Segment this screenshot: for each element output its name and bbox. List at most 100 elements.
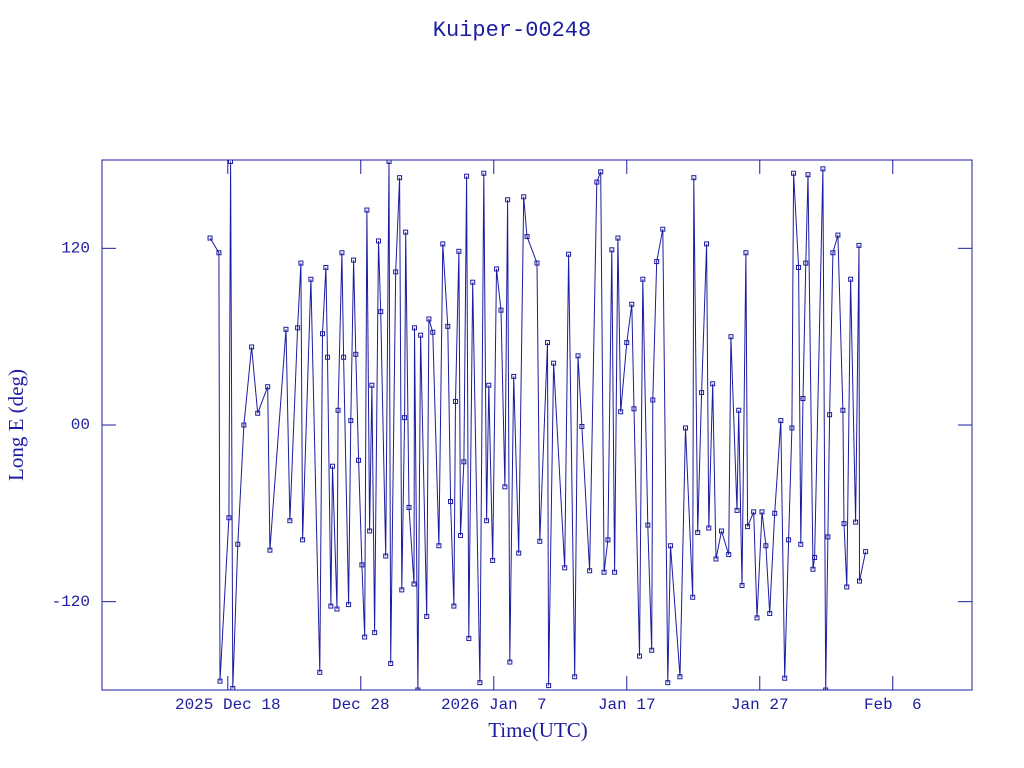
data-point xyxy=(402,415,408,421)
data-point xyxy=(857,578,863,584)
data-point xyxy=(798,541,804,547)
data-point xyxy=(461,459,467,465)
chart-title: Kuiper-00248 xyxy=(433,18,591,43)
data-point xyxy=(393,269,399,275)
data-point xyxy=(665,680,671,686)
data-point xyxy=(430,329,436,335)
data-point xyxy=(477,680,483,686)
data-point xyxy=(789,425,795,431)
data-point xyxy=(690,594,696,600)
data-point xyxy=(464,173,470,179)
data-point xyxy=(424,613,430,619)
data-point xyxy=(605,537,611,543)
data-point xyxy=(383,553,389,559)
data-point xyxy=(249,344,255,350)
data-point xyxy=(683,425,689,431)
data-point xyxy=(660,226,666,232)
data-point xyxy=(481,170,487,176)
data-point xyxy=(695,529,701,535)
data-point xyxy=(728,334,734,340)
data-point xyxy=(820,166,826,172)
data-point xyxy=(397,175,403,181)
data-point xyxy=(745,524,751,530)
data-point xyxy=(640,276,646,282)
data-point xyxy=(207,235,213,241)
data-point xyxy=(631,406,637,412)
data-point xyxy=(498,307,504,313)
data-point xyxy=(763,543,769,549)
data-point xyxy=(372,630,378,636)
data-point xyxy=(840,407,846,413)
data-point xyxy=(399,587,405,593)
data-point xyxy=(726,552,732,558)
data-point xyxy=(713,556,719,562)
data-point xyxy=(494,266,500,272)
data-point xyxy=(470,279,476,285)
data-point xyxy=(637,653,643,659)
data-point xyxy=(835,232,841,238)
data-point xyxy=(524,234,530,240)
data-point xyxy=(235,541,241,547)
data-point xyxy=(216,250,222,256)
y-tick-label: 00 xyxy=(71,416,90,434)
data-point xyxy=(710,381,716,387)
data-point xyxy=(629,301,635,307)
data-point xyxy=(853,519,859,525)
data-point xyxy=(403,229,409,235)
data-point xyxy=(615,235,621,241)
data-point xyxy=(754,615,760,621)
data-point xyxy=(323,264,329,270)
data-point xyxy=(751,509,757,515)
data-point xyxy=(856,242,862,248)
x-tick-label: Jan 17 xyxy=(598,696,656,714)
data-point xyxy=(546,683,552,689)
data-point xyxy=(369,382,375,388)
data-point xyxy=(367,528,373,534)
data-point xyxy=(388,661,394,666)
data-point xyxy=(649,647,655,653)
data-point xyxy=(298,260,304,266)
data-point xyxy=(412,325,418,331)
data-point xyxy=(335,407,341,413)
x-axis-label: Time(UTC) xyxy=(488,718,588,742)
data-point xyxy=(566,251,572,257)
data-point xyxy=(786,537,792,543)
data-point xyxy=(545,340,551,346)
data-point xyxy=(810,566,816,572)
data-point xyxy=(451,603,457,609)
data-point xyxy=(511,373,517,379)
data-point xyxy=(445,323,451,329)
data-point xyxy=(458,532,464,538)
data-point xyxy=(521,194,527,200)
data-point xyxy=(505,197,511,203)
data-point xyxy=(601,569,607,575)
data-point xyxy=(743,250,749,256)
data-point xyxy=(551,360,557,366)
data-point xyxy=(328,603,334,609)
data-point xyxy=(624,340,630,346)
data-point xyxy=(516,550,522,556)
data-point xyxy=(767,610,773,616)
data-point xyxy=(351,257,357,263)
x-tick-label: 2026 Jan 7 xyxy=(441,696,547,714)
data-point xyxy=(587,568,593,574)
data-point xyxy=(466,635,472,641)
y-axis-label: Long E (deg) xyxy=(4,369,28,481)
data-point xyxy=(609,247,615,253)
x-tick-label: 2025 Dec 18 xyxy=(175,696,281,714)
data-point xyxy=(782,675,788,681)
data-point xyxy=(453,398,459,404)
data-point xyxy=(537,538,543,544)
data-point xyxy=(823,687,829,690)
data-point xyxy=(706,525,712,531)
data-point xyxy=(612,569,618,575)
data-point xyxy=(699,390,705,396)
data-point xyxy=(830,250,836,256)
y-tick-label: 120 xyxy=(61,240,90,258)
data-point xyxy=(863,549,869,555)
data-point xyxy=(426,316,432,322)
data-point xyxy=(704,241,710,247)
data-point xyxy=(841,521,847,527)
data-point xyxy=(448,499,454,505)
